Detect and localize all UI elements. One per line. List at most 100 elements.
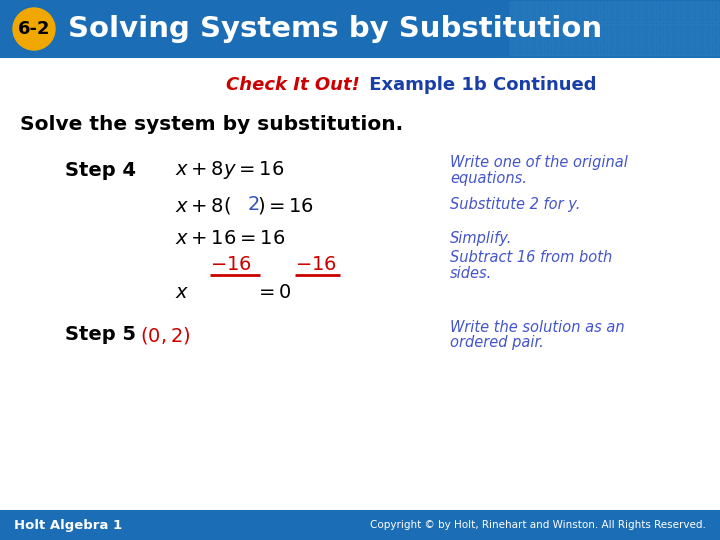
- Bar: [559, 2, 565, 12]
- Bar: [699, 35, 705, 45]
- Bar: [545, 2, 551, 12]
- Text: $=  0$: $= 0$: [255, 284, 292, 302]
- Bar: [650, 46, 656, 56]
- Text: Write the solution as an: Write the solution as an: [450, 320, 625, 334]
- Circle shape: [13, 8, 55, 50]
- Bar: [706, 13, 712, 23]
- Bar: [601, 24, 607, 34]
- Bar: [664, 35, 670, 45]
- Bar: [671, 46, 677, 56]
- Bar: [699, 13, 705, 23]
- Bar: [678, 46, 684, 56]
- Text: Simplify.: Simplify.: [450, 231, 513, 246]
- Text: sides.: sides.: [450, 266, 492, 280]
- Text: $x + 16 =  16$: $x + 16 = 16$: [175, 228, 285, 247]
- Text: Check It Out!: Check It Out!: [226, 76, 360, 94]
- Bar: [650, 35, 656, 45]
- Bar: [580, 35, 586, 45]
- Bar: [573, 2, 579, 12]
- Bar: [692, 24, 698, 34]
- Bar: [524, 2, 530, 12]
- Bar: [517, 35, 523, 45]
- Bar: [531, 2, 537, 12]
- Bar: [615, 35, 621, 45]
- Bar: [629, 13, 635, 23]
- Bar: [615, 2, 621, 12]
- Bar: [643, 2, 649, 12]
- Bar: [531, 24, 537, 34]
- Text: $) = 16$: $) = 16$: [257, 194, 314, 215]
- Bar: [692, 13, 698, 23]
- Bar: [587, 46, 593, 56]
- Bar: [601, 35, 607, 45]
- Bar: [559, 13, 565, 23]
- Bar: [566, 46, 572, 56]
- Bar: [657, 46, 663, 56]
- Bar: [538, 46, 544, 56]
- Bar: [706, 24, 712, 34]
- Text: $-16$: $-16$: [295, 255, 337, 274]
- Bar: [664, 24, 670, 34]
- Bar: [636, 24, 642, 34]
- Bar: [636, 35, 642, 45]
- Bar: [657, 24, 663, 34]
- Bar: [706, 2, 712, 12]
- Bar: [664, 46, 670, 56]
- Bar: [685, 46, 691, 56]
- Bar: [510, 46, 516, 56]
- Bar: [636, 13, 642, 23]
- Bar: [622, 13, 628, 23]
- Bar: [678, 2, 684, 12]
- Text: $x$: $x$: [175, 284, 189, 302]
- Bar: [524, 24, 530, 34]
- Bar: [566, 35, 572, 45]
- Bar: [685, 35, 691, 45]
- Bar: [629, 46, 635, 56]
- Bar: [615, 46, 621, 56]
- Bar: [608, 2, 614, 12]
- Bar: [650, 13, 656, 23]
- Bar: [531, 13, 537, 23]
- Text: Example 1b Continued: Example 1b Continued: [363, 76, 596, 94]
- Text: $(0, 2)$: $(0, 2)$: [140, 325, 190, 346]
- Bar: [580, 46, 586, 56]
- Bar: [594, 24, 600, 34]
- Bar: [552, 24, 558, 34]
- Bar: [713, 13, 719, 23]
- Text: Write one of the original: Write one of the original: [450, 154, 628, 170]
- Bar: [643, 24, 649, 34]
- Bar: [629, 35, 635, 45]
- Bar: [559, 46, 565, 56]
- Text: Solve the system by substitution.: Solve the system by substitution.: [20, 116, 403, 134]
- Bar: [580, 2, 586, 12]
- Bar: [573, 46, 579, 56]
- Bar: [573, 13, 579, 23]
- Bar: [643, 46, 649, 56]
- Bar: [552, 13, 558, 23]
- Bar: [692, 46, 698, 56]
- Bar: [608, 24, 614, 34]
- Text: ordered pair.: ordered pair.: [450, 335, 544, 350]
- Bar: [545, 13, 551, 23]
- Bar: [699, 24, 705, 34]
- Bar: [517, 13, 523, 23]
- Text: equations.: equations.: [450, 171, 527, 186]
- Bar: [622, 24, 628, 34]
- Bar: [517, 2, 523, 12]
- Bar: [552, 46, 558, 56]
- Bar: [524, 46, 530, 56]
- Text: $2$: $2$: [247, 195, 259, 214]
- Bar: [587, 13, 593, 23]
- Bar: [545, 35, 551, 45]
- Bar: [685, 24, 691, 34]
- Text: Subtract 16 from both: Subtract 16 from both: [450, 249, 612, 265]
- Bar: [594, 13, 600, 23]
- Bar: [510, 13, 516, 23]
- Bar: [685, 2, 691, 12]
- Bar: [531, 46, 537, 56]
- Bar: [552, 2, 558, 12]
- Bar: [587, 35, 593, 45]
- Bar: [517, 46, 523, 56]
- Bar: [650, 2, 656, 12]
- Bar: [643, 35, 649, 45]
